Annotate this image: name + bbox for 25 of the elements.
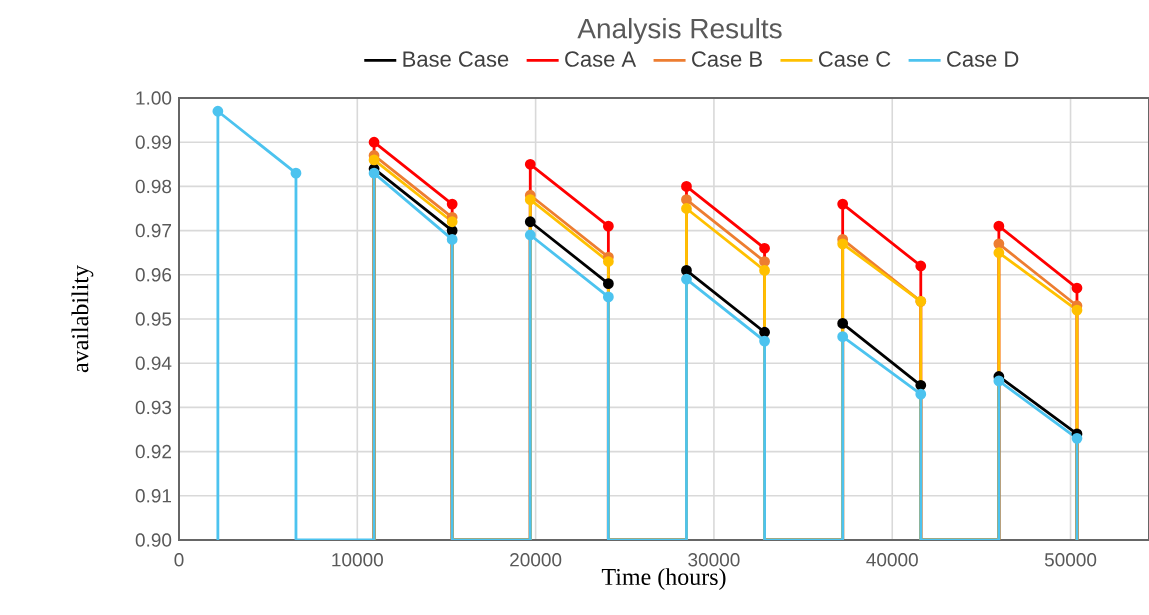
y-tick-label: 0.92 <box>135 444 172 459</box>
y-tick-label: 0.94 <box>135 356 172 370</box>
x-tick-label: 30000 <box>688 553 740 567</box>
legend-label: Case A <box>565 51 637 67</box>
x-tick-label: 0 <box>174 553 184 567</box>
x-tick-label: 40000 <box>866 553 918 567</box>
y-tick-label: 0.91 <box>135 489 172 503</box>
legend-label: Case C <box>818 51 891 67</box>
legend-label: Case B <box>692 51 762 67</box>
chart-title: Analysis Results <box>577 17 782 45</box>
y-tick-label: 0.98 <box>135 179 172 194</box>
y-axis-title: availability <box>71 265 94 373</box>
y-tick-label: 0.97 <box>135 223 172 238</box>
y-tick-label: 1.00 <box>136 91 172 105</box>
x-tick-label: 10000 <box>332 553 383 567</box>
x-axis-title: Time (hours) <box>601 568 726 590</box>
y-tick-label: 0.99 <box>135 135 172 149</box>
legend-label: Base Case <box>403 51 509 67</box>
y-tick-label: 0.95 <box>135 312 172 326</box>
x-tick-label: 20000 <box>510 553 562 567</box>
y-tick-label: 0.96 <box>135 268 172 282</box>
legend-label: Case D <box>947 51 1019 67</box>
y-tick-label: 0.93 <box>135 400 172 415</box>
x-tick-label: 50000 <box>1044 553 1097 567</box>
y-tick-label: 0.90 <box>135 533 172 547</box>
